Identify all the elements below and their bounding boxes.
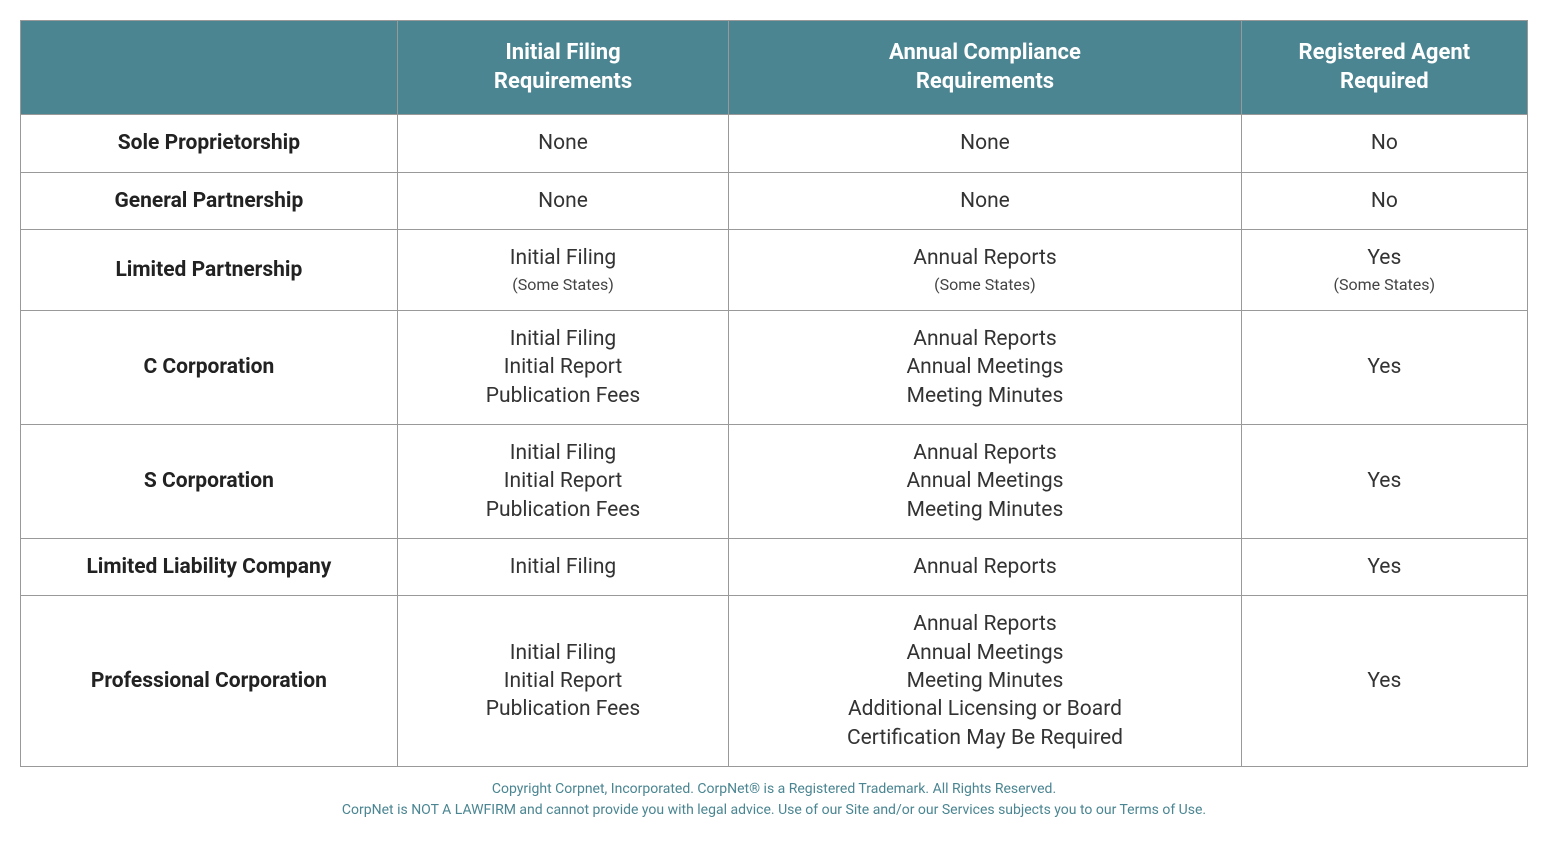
filing-cell-text: Publication Fees [408, 695, 719, 723]
header-row: Initial FilingRequirementsAnnual Complia… [21, 21, 1528, 115]
agent-cell-text: (Some States) [1252, 274, 1517, 296]
filing-cell-text: Initial Filing [408, 439, 719, 467]
agent-cell: Yes [1241, 424, 1527, 538]
annual-cell-text: (Some States) [739, 274, 1230, 296]
annual-cell-text: Annual Meetings [739, 353, 1230, 381]
agent-cell: No [1241, 115, 1527, 172]
agent-cell-text: Yes [1252, 467, 1517, 495]
table-header: Initial FilingRequirementsAnnual Complia… [21, 21, 1528, 115]
filing-cell: Initial Filing [397, 538, 729, 595]
filing-cell: None [397, 115, 729, 172]
table-row: General Partnership None None No [21, 172, 1528, 229]
annual-cell-text: Meeting Minutes [739, 667, 1230, 695]
annual-cell-text: Annual Reports [739, 244, 1230, 272]
column-header-0 [21, 21, 398, 115]
table-row: C CorporationInitial FilingInitial Repor… [21, 310, 1528, 424]
filing-cell-text: Publication Fees [408, 496, 719, 524]
agent-cell: Yes(Some States) [1241, 229, 1527, 310]
entity-comparison-table-container: Initial FilingRequirementsAnnual Complia… [20, 20, 1528, 821]
footer-line-1: Copyright Corpnet, Incorporated. CorpNet… [20, 779, 1528, 800]
annual-cell: Annual ReportsAnnual MeetingsMeeting Min… [729, 596, 1241, 767]
footer-text: Copyright Corpnet, Incorporated. CorpNet… [20, 779, 1528, 821]
row-label: Sole Proprietorship [21, 115, 398, 172]
table-row: Limited PartnershipInitial Filing(Some S… [21, 229, 1528, 310]
agent-cell-text: Yes [1252, 244, 1517, 272]
filing-cell-text: Initial Filing [408, 244, 719, 272]
annual-cell: Annual Reports(Some States) [729, 229, 1241, 310]
column-header-1: Initial FilingRequirements [397, 21, 729, 115]
agent-cell-text: Yes [1252, 667, 1517, 695]
row-label: C Corporation [21, 310, 398, 424]
row-label: General Partnership [21, 172, 398, 229]
column-header-2: Annual ComplianceRequirements [729, 21, 1241, 115]
table-row: Limited Liability Company Initial Filing A… [21, 538, 1528, 595]
agent-cell: Yes [1241, 310, 1527, 424]
annual-cell: Annual ReportsAnnual MeetingsMeeting Min… [729, 310, 1241, 424]
filing-cell: Initial Filing(Some States) [397, 229, 729, 310]
annual-cell-text: None [739, 187, 1230, 215]
filing-cell: Initial FilingInitial ReportPublication … [397, 424, 729, 538]
header-text: Annual Compliance [739, 39, 1230, 68]
agent-cell-text: No [1252, 187, 1517, 215]
annual-cell-text: Certification May Be Required [739, 724, 1230, 752]
annual-cell-text: Annual Reports [739, 439, 1230, 467]
table-row: S CorporationInitial FilingInitial Repor… [21, 424, 1528, 538]
agent-cell: No [1241, 172, 1527, 229]
agent-cell: Yes [1241, 596, 1527, 767]
table-body: Sole ProprietorshipNoneNoneNoGeneral Par… [21, 115, 1528, 767]
annual-cell-text: Meeting Minutes [739, 382, 1230, 410]
filing-cell-text: None [408, 129, 719, 157]
row-label: Limited Liability Company [21, 538, 398, 595]
filing-cell: None [397, 172, 729, 229]
header-text: Initial Filing [408, 39, 719, 68]
header-text: Required [1252, 68, 1517, 97]
annual-cell-text: Annual Reports [739, 325, 1230, 353]
annual-cell-text: Annual Reports [739, 610, 1230, 638]
annual-cell-text: Annual Reports [739, 553, 1230, 581]
row-label: S Corporation [21, 424, 398, 538]
filing-cell-text: Initial Report [408, 667, 719, 695]
table-row: Professional CorporationInitial FilingIn… [21, 596, 1528, 767]
filing-cell: Initial FilingInitial ReportPublication … [397, 596, 729, 767]
annual-cell-text: Additional Licensing or Board [739, 695, 1230, 723]
annual-cell-text: Annual Meetings [739, 639, 1230, 667]
filing-cell-text: None [408, 187, 719, 215]
filing-cell: Initial FilingInitial ReportPublication … [397, 310, 729, 424]
agent-cell: Yes [1241, 538, 1527, 595]
filing-cell-text: Publication Fees [408, 382, 719, 410]
row-label: Professional Corporation [21, 596, 398, 767]
annual-cell-text: None [739, 129, 1230, 157]
header-text: Requirements [408, 68, 719, 97]
filing-cell-text: Initial Report [408, 467, 719, 495]
agent-cell-text: No [1252, 129, 1517, 157]
filing-cell-text: Initial Filing [408, 639, 719, 667]
filing-cell-text: Initial Filing [408, 325, 719, 353]
table-row: Sole Proprietorship None None No [21, 115, 1528, 172]
annual-cell-text: Annual Meetings [739, 467, 1230, 495]
header-text: Requirements [739, 68, 1230, 97]
footer-line-2: CorpNet is NOT A LAWFIRM and cannot prov… [20, 800, 1528, 821]
header-text: Registered Agent [1252, 39, 1517, 68]
annual-cell-text: Meeting Minutes [739, 496, 1230, 524]
agent-cell-text: Yes [1252, 353, 1517, 381]
filing-cell-text: (Some States) [408, 274, 719, 296]
annual-cell: Annual Reports [729, 538, 1241, 595]
row-label: Limited Partnership [21, 229, 398, 310]
entity-comparison-table: Initial FilingRequirementsAnnual Complia… [20, 20, 1528, 767]
annual-cell: Annual ReportsAnnual MeetingsMeeting Min… [729, 424, 1241, 538]
column-header-3: Registered AgentRequired [1241, 21, 1527, 115]
filing-cell-text: Initial Filing [408, 553, 719, 581]
filing-cell-text: Initial Report [408, 353, 719, 381]
annual-cell: None [729, 115, 1241, 172]
agent-cell-text: Yes [1252, 553, 1517, 581]
annual-cell: None [729, 172, 1241, 229]
